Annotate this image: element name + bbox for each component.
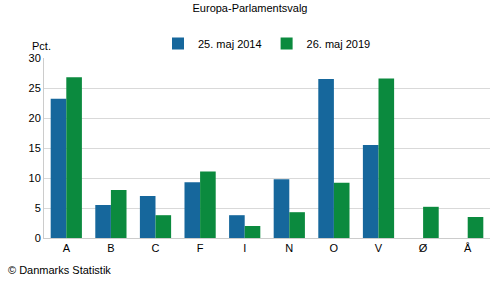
svg-text:Pct.: Pct.	[32, 40, 51, 52]
svg-text:25. maj 2014: 25. maj 2014	[198, 38, 262, 50]
svg-text:20: 20	[29, 112, 41, 124]
svg-text:10: 10	[29, 172, 41, 184]
svg-text:Å: Å	[464, 242, 472, 254]
svg-text:25: 25	[29, 82, 41, 94]
svg-text:5: 5	[35, 202, 41, 214]
svg-text:Ø: Ø	[419, 242, 428, 254]
svg-text:O: O	[330, 242, 339, 254]
svg-text:B: B	[107, 242, 114, 254]
svg-text:30: 30	[29, 52, 41, 64]
svg-text:0: 0	[35, 232, 41, 244]
svg-text:Europa-Parlamentsvalg: Europa-Parlamentsvalg	[193, 2, 308, 14]
svg-text:F: F	[197, 242, 204, 254]
svg-text:C: C	[152, 242, 160, 254]
svg-text:I: I	[243, 242, 246, 254]
svg-text:V: V	[375, 242, 383, 254]
svg-text:A: A	[63, 242, 71, 254]
svg-text:15: 15	[29, 142, 41, 154]
svg-text:26. maj 2019: 26. maj 2019	[307, 38, 371, 50]
svg-text:© Danmarks Statistik: © Danmarks Statistik	[8, 264, 111, 276]
svg-text:N: N	[285, 242, 293, 254]
